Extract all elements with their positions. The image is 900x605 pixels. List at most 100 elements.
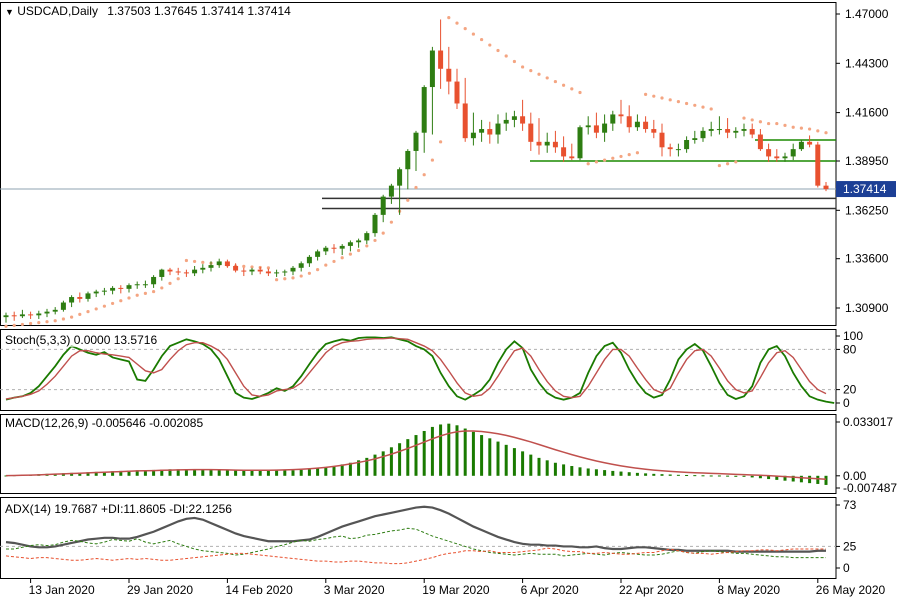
candle-body [159,269,165,277]
macd-histogram-bar [340,464,344,476]
sar-dot [447,16,451,20]
macd-histogram-bar [307,469,311,476]
stoch-main-line [5,336,835,404]
sar-dot [676,100,681,104]
sar-dot [496,48,500,53]
sar-dot [701,105,705,109]
macd-histogram-bar [767,475,771,480]
sar-dot [242,264,246,268]
macd-histogram-bar [496,441,500,476]
candle-body [790,149,796,157]
candle-body [397,169,403,186]
sar-dot [102,304,106,308]
candle-body [36,313,42,316]
sar-dot [135,293,139,297]
macd-histogram-bar [480,435,484,476]
macd-histogram-bar [824,475,828,485]
sar-dot [250,265,254,269]
candle-body [782,156,788,159]
sar-dot [644,92,648,96]
candle-body [643,121,649,130]
macd-histogram-bar [365,457,369,476]
sar-dot [512,59,517,64]
sar-dot [422,173,426,177]
sar-dot [29,321,33,326]
sar-dot [184,258,188,263]
sar-dot [660,96,664,100]
macd-histogram-bar [455,425,459,476]
macd-histogram-bar [537,457,541,476]
sar-dot [143,291,147,295]
sar-dot [111,301,115,306]
candle-body [454,81,460,104]
candle-body [585,125,591,128]
candle-body [93,291,99,294]
sar-dot [627,153,631,157]
candle-body [126,285,132,289]
macd-histogram-bar [225,469,229,476]
price-panel [0,16,836,328]
macd-histogram-bar [652,473,656,476]
macd-histogram-bar [529,454,533,476]
sar-dot [201,260,205,264]
sar-dot [480,37,484,42]
macd-histogram-bar [217,469,221,476]
candle-body [315,251,321,257]
macd-tick-label: 0.033017 [843,415,893,429]
macd-histogram-bar [414,435,418,476]
macd-signal-line [5,430,827,480]
sar-dot [463,27,467,31]
macd-histogram-bar [783,475,787,481]
sar-dot [316,268,320,272]
candle-body [142,284,148,286]
sar-dot [275,278,279,282]
candle-body [634,121,640,128]
macd-histogram-bar [143,470,147,476]
sar-dot [324,263,328,267]
sar-dot [168,281,172,285]
candle-body [593,125,599,133]
adx-tick-label: 73 [843,498,857,512]
sar-dot [193,259,197,264]
sar-dot [45,320,49,324]
macd-histogram-bar [463,428,467,476]
candle-body [684,140,690,150]
date-tick-label: 6 Apr 2020 [521,583,579,597]
date-tick-label: 14 Feb 2020 [225,583,293,597]
sar-dot [537,72,541,76]
macd-panel [4,423,828,485]
macd-histogram-bar [266,470,270,476]
macd-histogram-bar [709,475,713,477]
macd-histogram-bar [742,475,746,477]
macd-histogram-bar [135,470,139,476]
macd-histogram-bar [808,475,812,484]
sar-dot [365,244,369,248]
sar-dot [127,296,131,300]
macd-histogram-bar [791,475,795,482]
sar-dot [299,274,303,278]
candle-body [610,114,616,124]
candle-body [651,129,657,133]
candle-body [569,156,575,159]
macd-histogram-bar [193,469,197,476]
sar-dot [152,289,156,294]
symbol-dropdown-icon[interactable]: ▼ [5,7,14,17]
sar-dot [348,252,352,256]
macd-histogram-bar [758,475,762,479]
candle-body [233,266,239,271]
sar-dot [439,140,443,144]
sar-dot [414,185,418,190]
candle-body [823,185,829,190]
panel-frame-adx [0,497,837,579]
sar-dot [504,54,508,58]
macd-histogram-bar [471,431,475,476]
candle-body [561,147,567,157]
stoch-tick-label: 20 [843,383,857,397]
sar-dot [668,98,672,102]
candle-body [167,269,173,272]
sar-dot [307,271,311,275]
price-tick-label: 1.44300 [845,56,889,70]
macd-histogram-bar [439,424,443,476]
candle-body [700,130,706,139]
